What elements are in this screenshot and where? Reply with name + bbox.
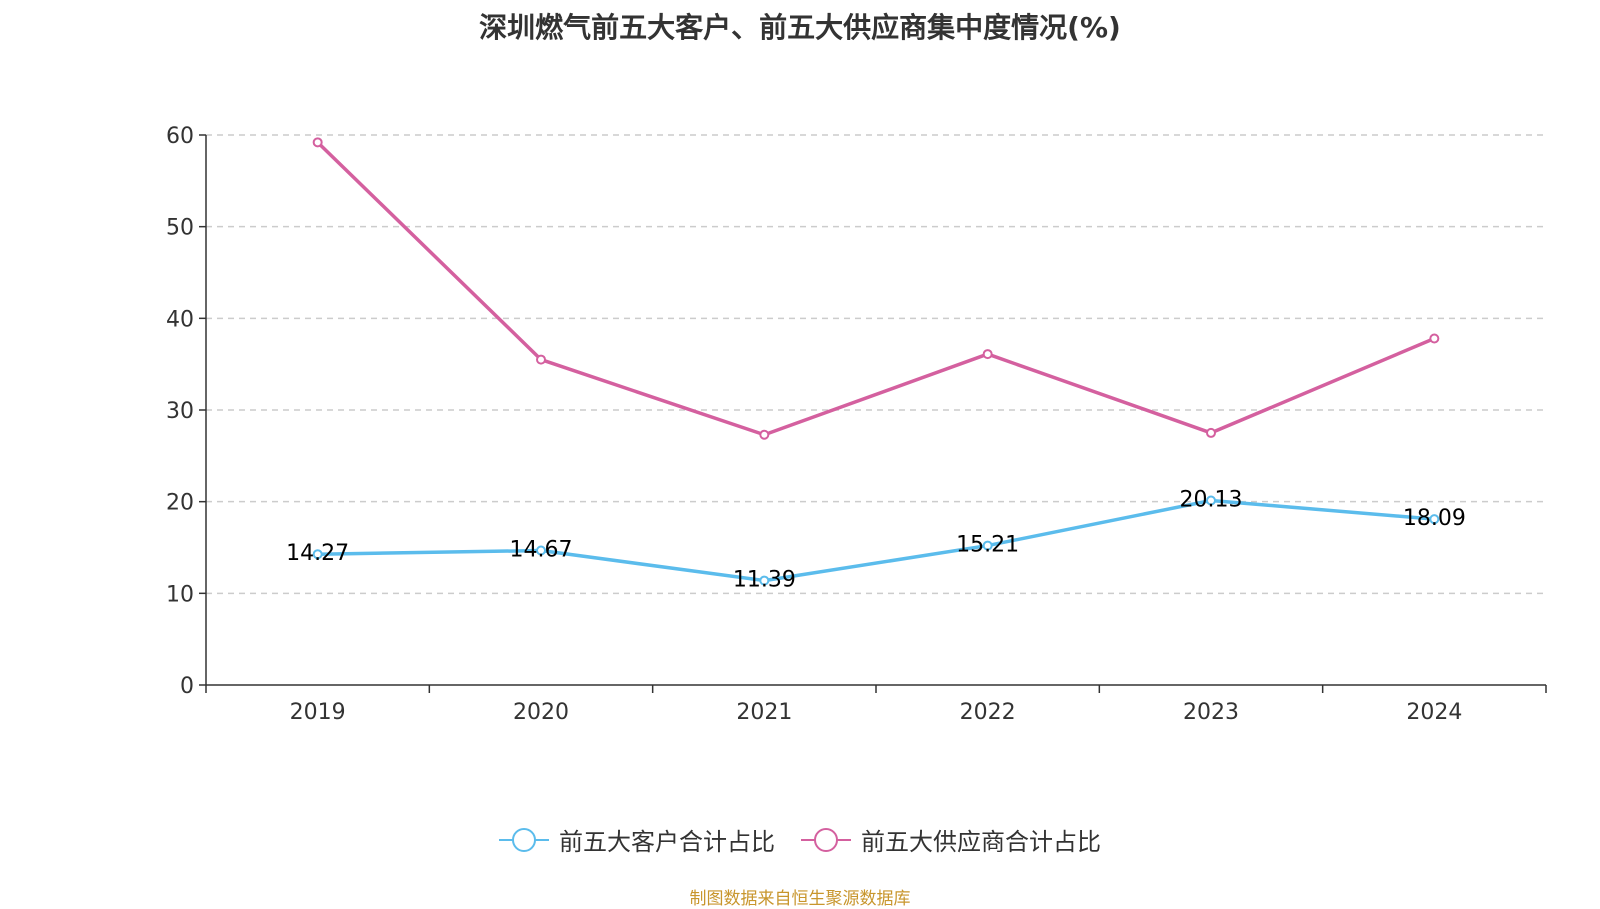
source-note: 制图数据来自恒生聚源数据库	[689, 889, 911, 909]
legend-marker-icon	[801, 827, 851, 852]
legend-item-customers[interactable]: 前五大客户合计占比	[499, 822, 775, 857]
chart-title: 深圳燃气前五大客户、前五大供应商集中度情况(%)	[479, 11, 1121, 44]
data-label: 15.21	[956, 533, 1019, 558]
y-tick-label: 20	[166, 491, 194, 516]
data-point-0	[982, 540, 993, 551]
x-tick-label: 2021	[736, 700, 792, 725]
x-tick-label: 2020	[513, 700, 569, 725]
data-point-0	[1429, 514, 1440, 525]
data-label: 18.09	[1403, 506, 1466, 531]
data-point-1	[312, 137, 323, 148]
y-tick-label: 30	[166, 399, 194, 424]
data-point-1	[759, 429, 770, 440]
data-label: 14.67	[510, 538, 573, 563]
data-point-0	[1206, 495, 1216, 506]
series-line-1	[316, 141, 1436, 437]
data-point-0	[312, 549, 323, 560]
legend-label-suppliers: 前五大供应商合计占比	[861, 828, 1101, 856]
x-tick-label: 2022	[960, 700, 1016, 725]
y-tick-label: 60	[166, 124, 194, 149]
data-label: 11.39	[733, 568, 796, 593]
data-point-1	[1206, 427, 1216, 438]
legend: 前五大客户合计占比 前五大供应商合计占比	[0, 822, 1600, 857]
y-tick-label: 50	[166, 216, 194, 241]
x-tick-label: 2023	[1183, 700, 1239, 725]
x-tick-label: 2019	[290, 700, 346, 725]
x-tick-label: 2024	[1406, 700, 1462, 725]
legend-label-customers: 前五大客户合计占比	[559, 828, 775, 856]
legend-item-suppliers[interactable]: 前五大供应商合计占比	[801, 822, 1101, 857]
data-point-1	[982, 349, 993, 360]
y-tick-label: 10	[166, 582, 194, 607]
y-tick-label: 0	[180, 674, 194, 699]
data-point-0	[759, 575, 770, 586]
data-point-1	[1429, 333, 1440, 344]
series-line-0	[317, 498, 1435, 583]
data-point-0	[536, 545, 546, 556]
y-tick-label: 40	[166, 307, 194, 332]
legend-marker-icon	[499, 827, 549, 852]
line-chart: 0 10 20 30 40 50 60 2019 2020 2021 2022 2023 2024 14.…	[166, 124, 1547, 725]
data-label: 20.13	[1180, 487, 1243, 512]
data-label: 14.27	[286, 541, 349, 566]
data-point-1	[536, 354, 546, 365]
